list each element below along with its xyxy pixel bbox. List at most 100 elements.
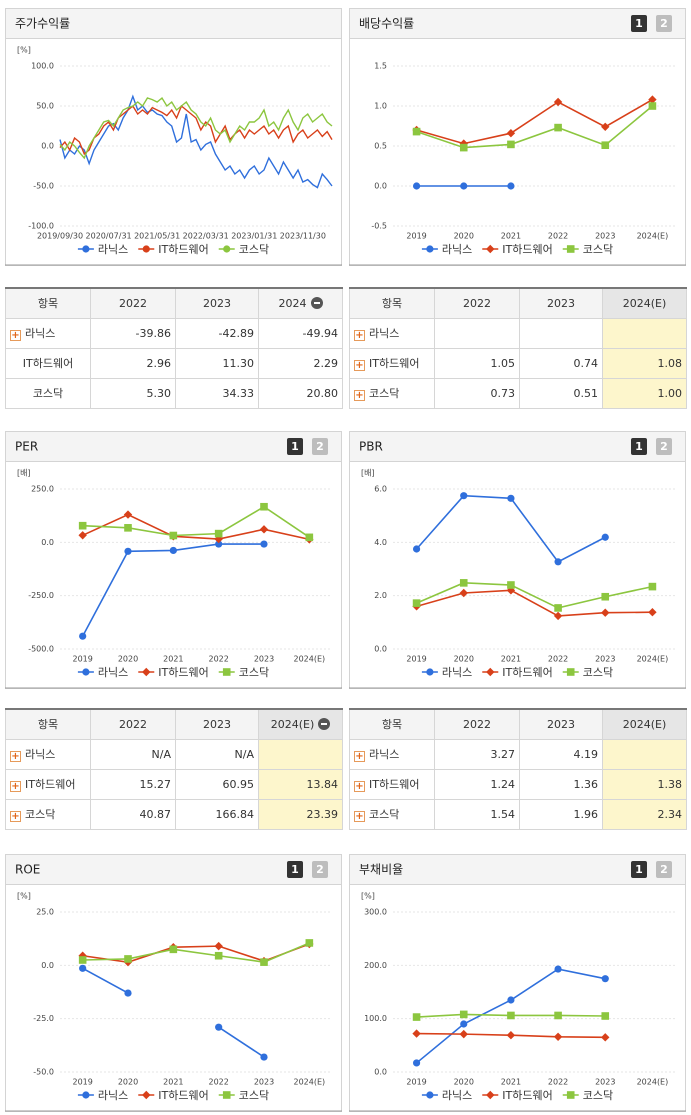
panel-title: 배당수익률 (359, 17, 414, 31)
series-line (82, 505, 310, 539)
data-point (78, 956, 87, 964)
chart-panel: ROE 1 2 [%] 25.0 0.0 -25.0 -50.0 2019 2020 2021 202… (5, 854, 342, 1112)
row-name: + 라닉스 (349, 317, 435, 349)
column-header-text: 항목 (381, 718, 403, 732)
expand-icon[interactable]: + (10, 811, 21, 822)
column-header: 2023 (175, 287, 259, 319)
legend-swatch-marker (222, 1091, 231, 1099)
tab-box[interactable] (312, 438, 328, 455)
tab-button[interactable]: 2 (656, 15, 672, 32)
tab-box[interactable] (631, 861, 647, 878)
tab-box[interactable] (656, 438, 672, 455)
chart-panel: 주가수익률 [%]100.0 50.0 0.0 -50.0 -100.02019/09/3… (5, 8, 342, 266)
tab-label[interactable]: 1 (291, 863, 299, 876)
tab-label[interactable]: 1 (635, 440, 643, 453)
tab-box[interactable] (656, 15, 672, 32)
data-point (124, 547, 132, 555)
data-point (214, 529, 223, 538)
expand-icon[interactable]: + (354, 781, 365, 792)
tab-button[interactable]: 1 (287, 438, 303, 455)
column-header: 2023 (175, 708, 259, 740)
expand-icon[interactable]: + (354, 390, 365, 401)
data-point (507, 1011, 515, 1020)
legend-swatch-marker (82, 245, 90, 253)
y-tick-label: 0.0 (374, 1068, 387, 1077)
series (59, 94, 333, 189)
data-point (601, 1033, 610, 1042)
data-point (506, 129, 516, 138)
table-cell: 5.30 (90, 377, 176, 409)
legend-swatch-marker (82, 668, 90, 676)
legend-swatch-marker (426, 668, 434, 676)
column-header-text: 2022 (119, 296, 147, 310)
tab-box[interactable] (312, 861, 328, 878)
header-row: 항목 2022 2023 2024(E) (349, 287, 687, 319)
table-row: + 코스닥 0.73 0.51 1.00 (349, 377, 687, 409)
tab-label[interactable]: 2 (316, 440, 324, 453)
tab-button[interactable]: 1 (631, 15, 647, 32)
panel-header (5, 431, 342, 462)
collapse-icon[interactable] (318, 717, 331, 730)
data-point (169, 531, 178, 540)
expand-icon[interactable]: + (354, 360, 365, 371)
data-point (412, 1059, 421, 1067)
tab-label[interactable]: 2 (660, 863, 668, 876)
tab-button[interactable]: 1 (631, 861, 647, 878)
expand-icon[interactable]: + (354, 330, 365, 341)
legend-swatch-marker (486, 667, 495, 677)
series (78, 502, 314, 542)
expand-icon[interactable]: + (10, 781, 21, 792)
expand-icon[interactable]: + (10, 330, 21, 341)
tab-button[interactable]: 1 (631, 438, 647, 455)
tab-box[interactable] (631, 15, 647, 32)
tab-box[interactable] (656, 861, 672, 878)
tab-button[interactable]: 2 (656, 861, 672, 878)
series-line (59, 94, 333, 189)
cell-value: 20.80 (306, 386, 339, 400)
tab-button[interactable]: 2 (312, 861, 328, 878)
panel-border (5, 8, 342, 266)
tab-box[interactable] (287, 861, 303, 878)
data-point (260, 502, 268, 511)
series-line (218, 1026, 265, 1058)
cell-value: 40.87 (139, 807, 172, 821)
legend-label: 라닉스 (442, 1089, 472, 1102)
data-point (412, 127, 421, 136)
tab-button[interactable]: 2 (312, 438, 328, 455)
header-row: 항목 2022 2023 2024(E) (5, 708, 343, 740)
table-cell (602, 738, 687, 770)
tab-label[interactable]: 1 (291, 440, 299, 453)
tab-box[interactable] (287, 438, 303, 455)
column-header-text: 2023 (547, 296, 575, 310)
x-tick-label: 2021 (163, 1078, 183, 1087)
legend-swatch-marker (142, 667, 151, 677)
collapse-icon[interactable] (310, 296, 323, 309)
row-name-text: 코스닥 (25, 808, 56, 821)
data-point (506, 586, 516, 595)
cell-value: 0.74 (573, 356, 599, 370)
row-name-text: 코스닥 (32, 387, 64, 400)
legend-label: 라닉스 (98, 243, 128, 256)
tab-button[interactable]: 2 (656, 438, 672, 455)
legend-item: 코스닥 (562, 666, 613, 679)
row-name: + IT하드웨어 (349, 768, 435, 800)
table-cell: 15.27 (90, 768, 176, 800)
data-point (507, 494, 515, 502)
y-tick-label: 25.0 (36, 908, 54, 917)
tab-label[interactable]: 1 (635, 17, 643, 30)
expand-icon[interactable]: + (10, 751, 21, 762)
tab-box[interactable] (631, 438, 647, 455)
legend-swatch-marker (426, 1091, 434, 1099)
tab-label[interactable]: 2 (316, 863, 324, 876)
expand-icon[interactable]: + (354, 811, 365, 822)
panel-border (5, 431, 342, 689)
tab-label[interactable]: 2 (660, 17, 668, 30)
tab-label[interactable]: 1 (635, 863, 643, 876)
x-tick-label: 2023/11/30 (280, 232, 326, 241)
expand-icon[interactable]: + (354, 751, 365, 762)
tab-button[interactable]: 1 (287, 861, 303, 878)
legend-swatch-marker (566, 245, 575, 253)
tab-label[interactable]: 2 (660, 440, 668, 453)
cell-value: N/A (151, 747, 171, 761)
data-point (305, 533, 314, 542)
